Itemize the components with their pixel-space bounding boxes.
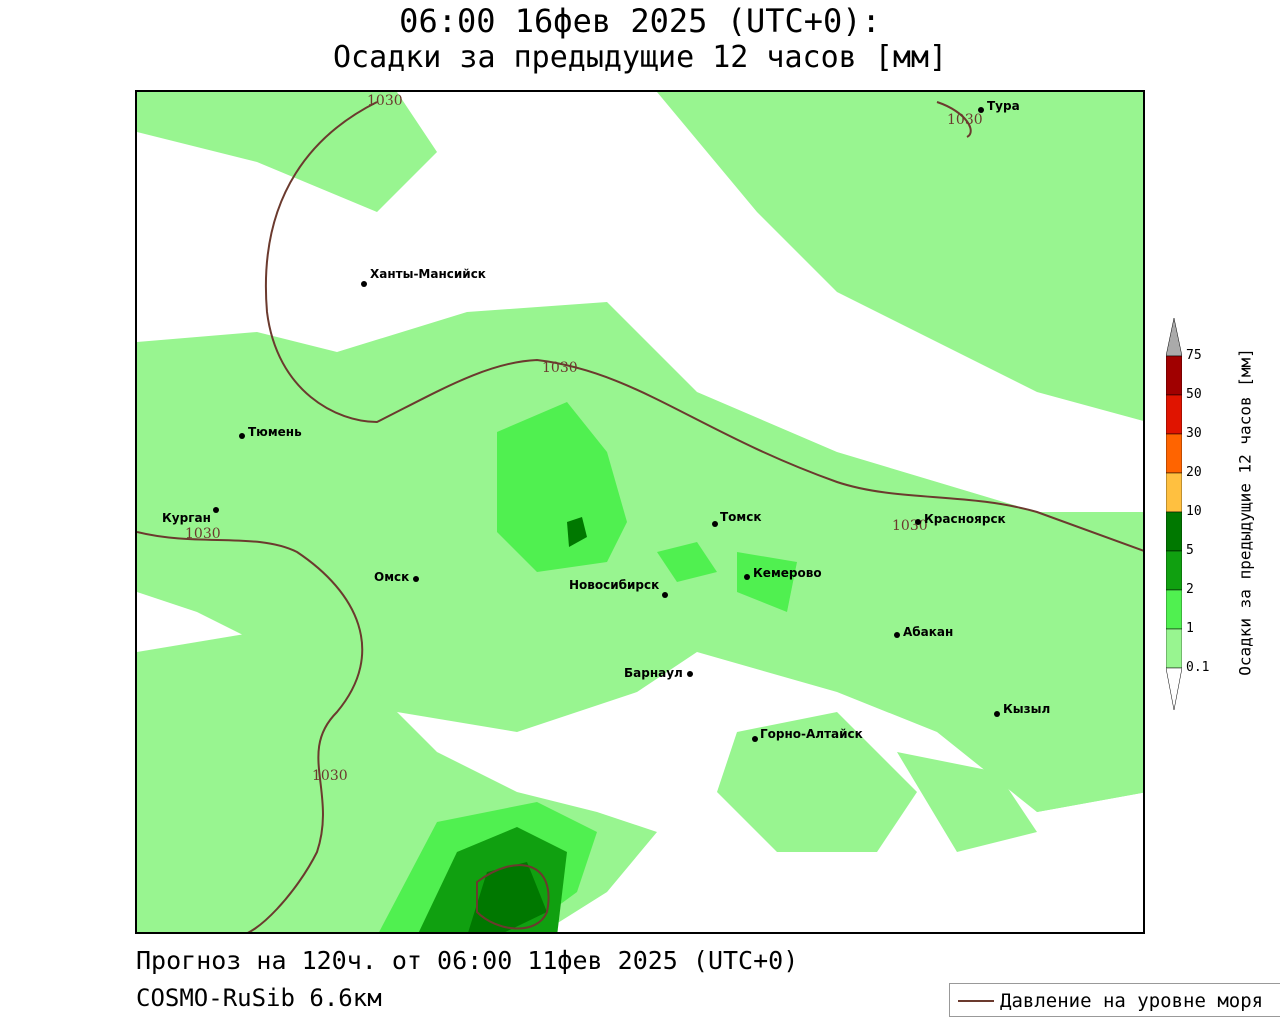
colorbar-tick: 0.1 <box>1186 660 1210 675</box>
colorbar-above <box>1166 318 1182 357</box>
isobar-line-sample <box>958 1000 994 1002</box>
city-marker <box>687 671 693 677</box>
city-label: Кемерово <box>753 566 822 580</box>
model-name: COSMO-RuSib 6.6км <box>136 984 382 1012</box>
city-label: Тура <box>987 99 1020 113</box>
precipitation-map: 1030 1030 1030 1030 1030 1030 Тура Ханты… <box>135 90 1145 934</box>
legend-label: Давление на уровне моря <box>1000 990 1264 1012</box>
city-marker <box>361 281 367 287</box>
colorbar-30-50 <box>1166 394 1182 435</box>
colorbar-tick: 1 <box>1186 621 1194 636</box>
city-marker <box>712 521 718 527</box>
city-label: Новосибирск <box>569 578 660 592</box>
isobar-label: 1030 <box>542 360 578 376</box>
colorbar-50-75 <box>1166 355 1182 396</box>
colorbar-tick: 20 <box>1186 465 1202 480</box>
colorbar <box>1166 318 1182 710</box>
city-label: Тюмень <box>248 425 302 439</box>
precip-5-10 <box>468 517 587 932</box>
city-label: Омск <box>374 570 410 584</box>
city-label: Ханты-Мансийск <box>370 267 486 281</box>
city-marker <box>413 576 419 582</box>
colorbar-1-2 <box>1166 589 1182 630</box>
city-marker <box>239 433 245 439</box>
forecast-info: Прогноз на 120ч. от 06:00 11фев 2025 (UT… <box>136 946 799 975</box>
city-label: Абакан <box>903 625 954 639</box>
precip-fields <box>137 92 1143 932</box>
isobar-label: 1030 <box>312 768 348 784</box>
isobar-label: 1030 <box>947 112 983 128</box>
colorbar-10-20 <box>1166 472 1182 513</box>
city-label: Барнаул <box>624 666 683 680</box>
colorbar-tick: 75 <box>1186 348 1202 363</box>
city-label: Кызыл <box>1003 702 1051 716</box>
isobars <box>137 101 1143 932</box>
colorbar-2-5 <box>1166 550 1182 591</box>
city-marker <box>994 711 1000 717</box>
colorbar-0.1-1 <box>1166 628 1182 669</box>
city-marker <box>662 592 668 598</box>
city-label: Томск <box>720 510 762 524</box>
city-marker <box>213 507 219 513</box>
colorbar-tick: 2 <box>1186 582 1194 597</box>
isobar-legend: Давление на уровне моря <box>949 983 1280 1017</box>
city-marker <box>915 519 921 525</box>
map-title-time: 06:00 16фев 2025 (UTC+0): <box>399 2 881 40</box>
colorbar-tick: 50 <box>1186 387 1202 402</box>
city-marker <box>978 107 984 113</box>
city-marker <box>744 574 750 580</box>
isobar-label: 1030 <box>892 518 928 534</box>
colorbar-tick: 30 <box>1186 426 1202 441</box>
colorbar-tick: 10 <box>1186 504 1202 519</box>
isobar-label: 1030 <box>185 526 221 542</box>
colorbar-tick: 5 <box>1186 543 1194 558</box>
map-title-variable: Осадки за предыдущие 12 часов [мм] <box>332 40 948 75</box>
city-label: Горно-Алтайск <box>760 727 863 741</box>
city-label: Красноярск <box>924 512 1006 526</box>
colorbar-5-10 <box>1166 511 1182 552</box>
colorbar-title: Осадки за предыдущие 12 часов [мм] <box>1235 348 1255 676</box>
city-label: Курган <box>162 511 211 525</box>
colorbar-20-30 <box>1166 433 1182 474</box>
colorbar-below <box>1166 667 1182 710</box>
isobar-label: 1030 <box>367 93 403 109</box>
city-marker <box>752 736 758 742</box>
city-marker <box>894 632 900 638</box>
